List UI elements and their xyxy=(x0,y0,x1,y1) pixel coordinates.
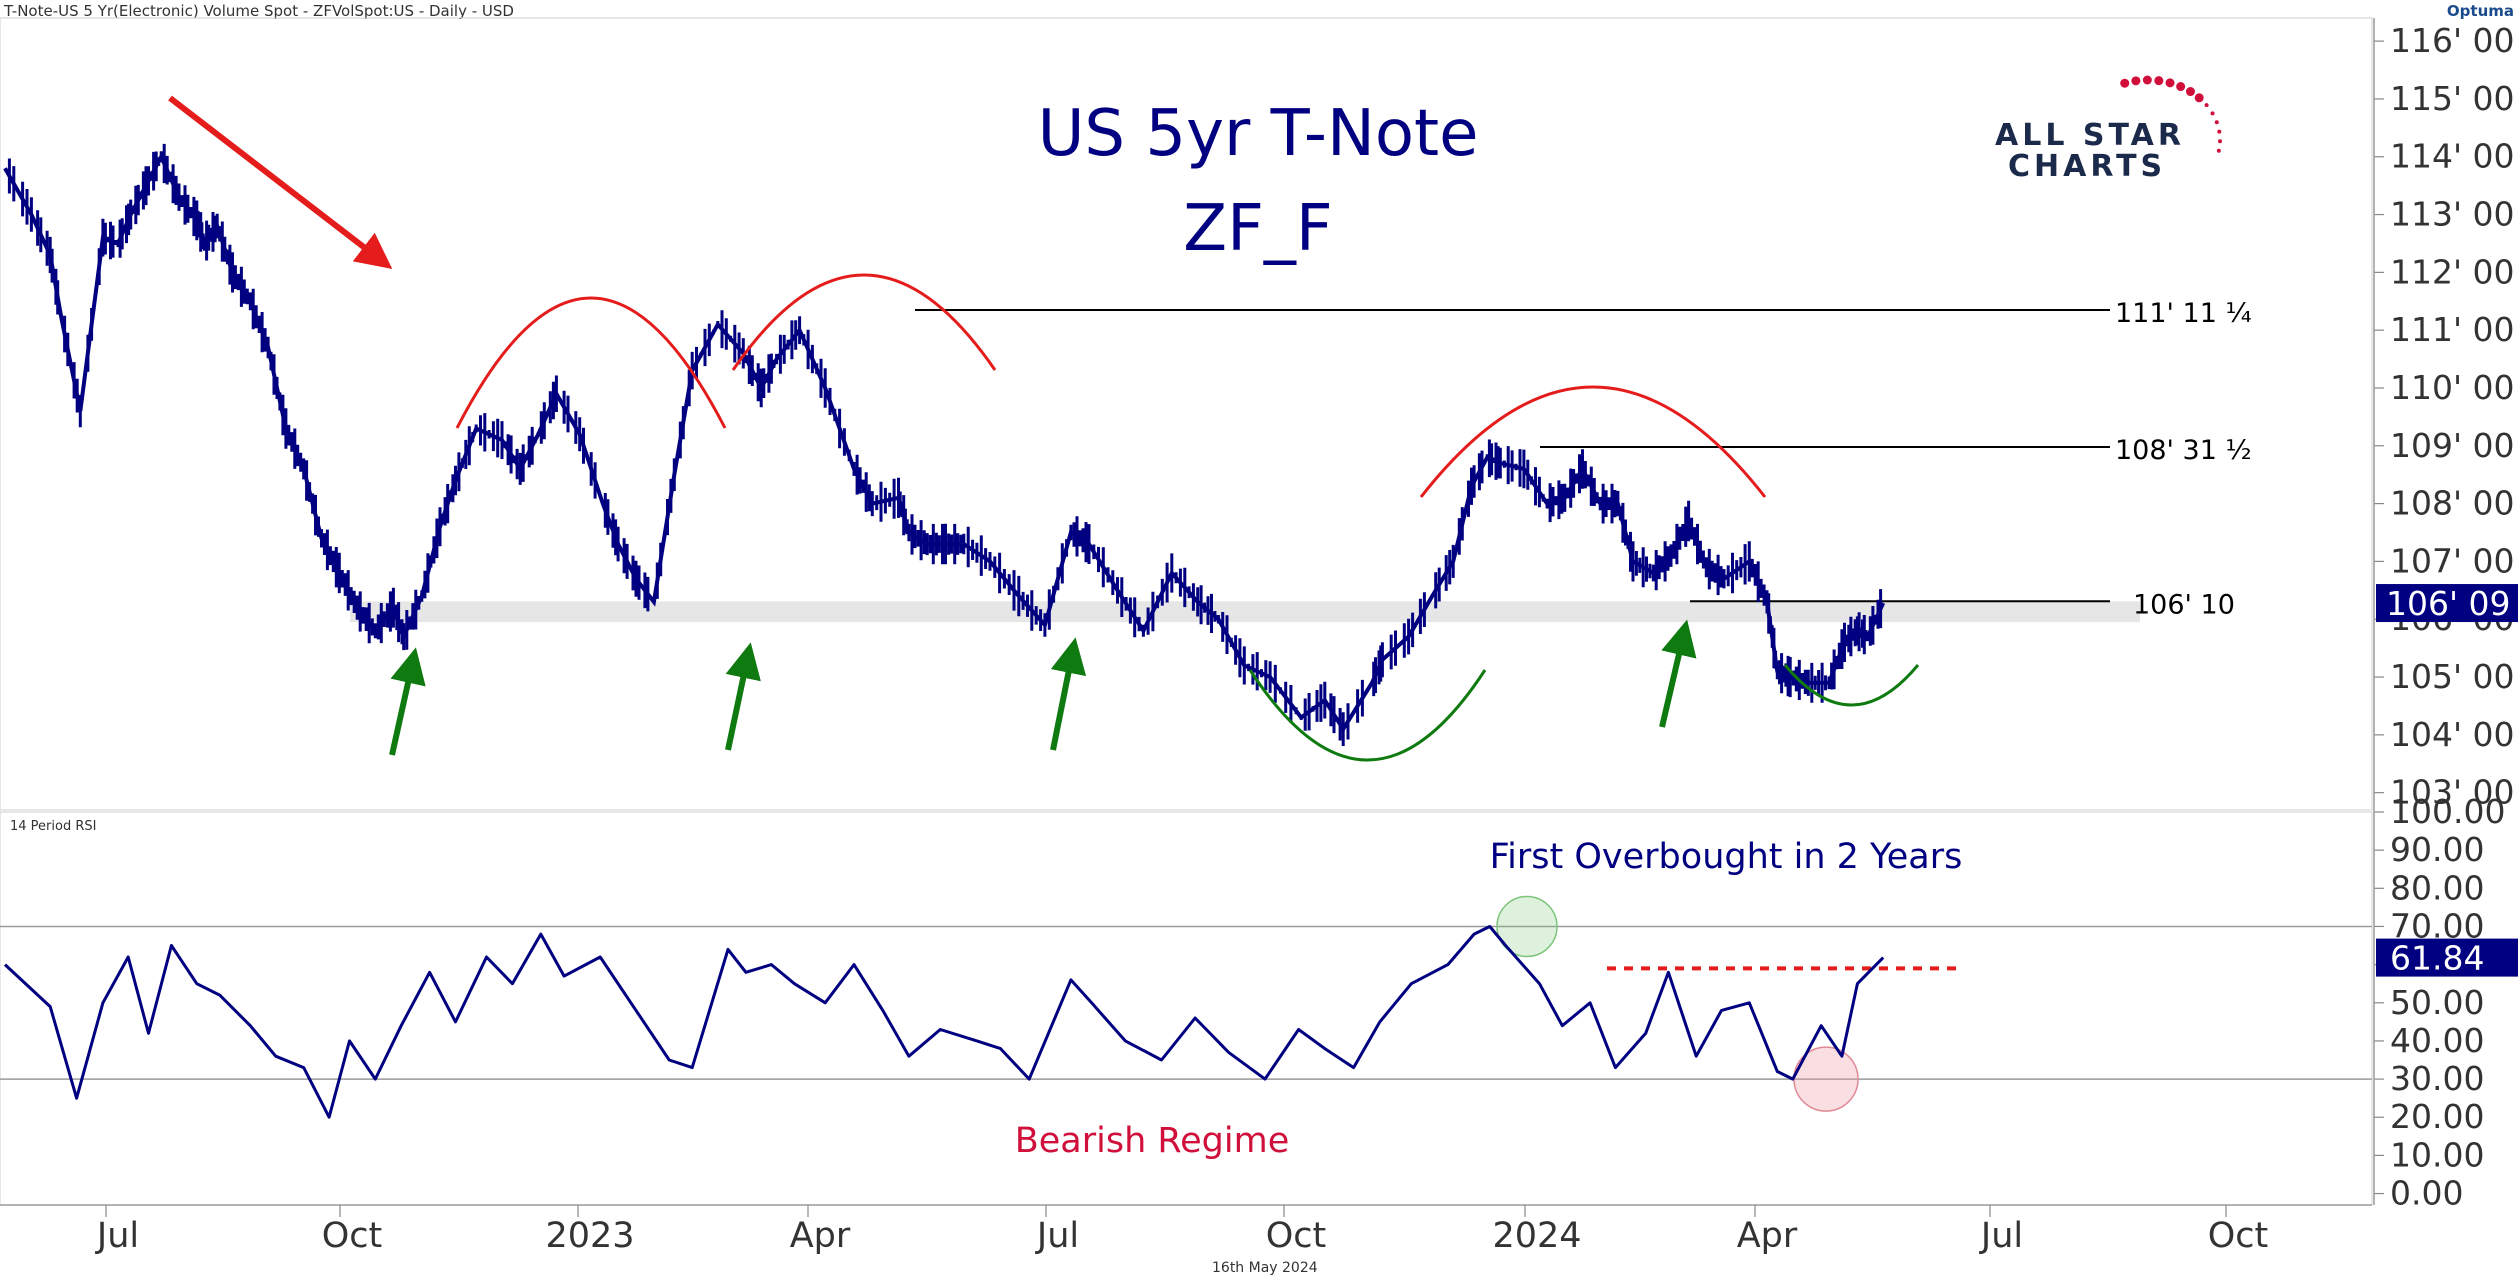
logo-star xyxy=(2216,148,2221,153)
footer-date: 16th May 2024 xyxy=(1212,1260,1318,1276)
rsi-tick-label: 50.00 xyxy=(2390,983,2484,1022)
price-tick-label: 111' 00 xyxy=(2390,310,2515,349)
down-arrow xyxy=(168,95,393,269)
price-tick-label: 103' 00 xyxy=(2390,773,2515,812)
price-tick-label: 109' 00 xyxy=(2390,426,2515,465)
price-tick-label: 105' 00 xyxy=(2390,657,2515,696)
price-tick-label: 115' 00 xyxy=(2390,79,2515,118)
rsi-panel: 14 Period RSI 0.0010.0020.0030.0040.0050.… xyxy=(0,792,2518,1213)
x-tick-label: 2023 xyxy=(545,1216,634,1256)
price-tick-label: 112' 00 xyxy=(2390,252,2515,291)
x-axis: Jul Oct 2023 Apr Jul Oct 2024 Apr Jul Oct xyxy=(0,1204,2372,1256)
price-tick-label: 116' 00 xyxy=(2390,21,2515,60)
rsi-annotation-overbought: First Overbought in 2 Years xyxy=(1490,837,1963,877)
current-rsi-label: 61.84 xyxy=(2390,939,2484,978)
rsi-tick-label: 40.00 xyxy=(2390,1021,2484,1060)
chart-header-title: T-Note-US 5 Yr(Electronic) Volume Spot -… xyxy=(4,2,514,20)
x-tick-label: Apr xyxy=(790,1216,851,1256)
level-label: 111' 11 ¼ xyxy=(2115,298,2252,329)
rsi-tick-label: 100.00 xyxy=(2390,792,2505,831)
x-tick-label: 2024 xyxy=(1492,1216,1581,1256)
current-price-tag xyxy=(2376,584,2518,623)
price-tick-label: 114' 00 xyxy=(2390,137,2515,176)
price-tick-label: 107' 00 xyxy=(2390,541,2515,580)
bottom-arc xyxy=(1783,664,1920,707)
logo-star xyxy=(2194,93,2204,103)
x-tick-label: Oct xyxy=(1266,1216,1327,1256)
level-label: 106' 10 xyxy=(2133,589,2235,620)
x-tick-label: Oct xyxy=(322,1216,383,1256)
rsi-tick-label: 30.00 xyxy=(2390,1059,2484,1098)
price-tick-label: 104' 00 xyxy=(2390,715,2515,754)
chart-title: US 5yr T-Note xyxy=(1038,97,1479,171)
logo-star xyxy=(2217,139,2222,144)
price-tick-label: 108' 00 xyxy=(2390,484,2515,523)
price-series-bars xyxy=(7,143,1883,746)
support-zone xyxy=(350,601,2140,623)
rsi-title: 14 Period RSI xyxy=(10,819,96,834)
x-tick-label: Jul xyxy=(1035,1216,1079,1256)
logo-star xyxy=(2204,103,2209,108)
logo-star xyxy=(2214,120,2219,125)
rsi-tick-label: 80.00 xyxy=(2390,868,2484,907)
logo-star xyxy=(2165,78,2175,88)
up-arrow xyxy=(1050,637,1087,751)
rsi-tick-label: 20.00 xyxy=(2390,1097,2484,1136)
price-plot-frame xyxy=(0,17,2373,811)
top-arc xyxy=(1419,385,1767,498)
logo-line2: CHARTS xyxy=(2008,149,2166,184)
chart-subtitle: ZF_F xyxy=(1183,192,1332,266)
logo-star xyxy=(2185,87,2195,97)
overbought-highlight xyxy=(1496,895,1558,958)
top-arc xyxy=(455,296,727,429)
x-tick-label: Jul xyxy=(95,1216,139,1256)
up-arrow xyxy=(1659,619,1697,728)
logo-star xyxy=(2120,78,2130,88)
up-arrow xyxy=(725,642,761,751)
logo-star xyxy=(2217,129,2222,134)
rsi-annotation-regime: Bearish Regime xyxy=(1015,1121,1290,1161)
up-arrow xyxy=(389,647,426,756)
logo-star xyxy=(2131,76,2141,86)
price-tick-label: 113' 00 xyxy=(2390,195,2515,234)
current-rsi-tag xyxy=(2376,938,2518,977)
logo-star xyxy=(2210,111,2215,116)
brand-label: Optuma xyxy=(2446,2,2514,20)
x-tick-label: Jul xyxy=(1979,1216,2023,1256)
rsi-tick-label: 90.00 xyxy=(2390,830,2484,869)
top-arc xyxy=(731,273,997,371)
logo-star xyxy=(2142,75,2152,85)
rsi-tick-label: 10.00 xyxy=(2390,1135,2484,1174)
price-tick-label: 110' 00 xyxy=(2390,368,2515,407)
current-price-label: 106' 09 xyxy=(2386,584,2511,623)
bottom-arc xyxy=(1248,669,1487,762)
x-tick-label: Apr xyxy=(1737,1216,1798,1256)
logo-line1: ALL STAR xyxy=(1995,118,2185,153)
x-tick-label: Oct xyxy=(2208,1216,2269,1256)
level-label: 108' 31 ½ xyxy=(2115,435,2252,466)
rsi-series-line xyxy=(3,925,1885,1119)
rsi-tick-label: 0.00 xyxy=(2390,1174,2463,1213)
logo-star xyxy=(2154,76,2164,86)
logo-star xyxy=(2176,82,2186,92)
